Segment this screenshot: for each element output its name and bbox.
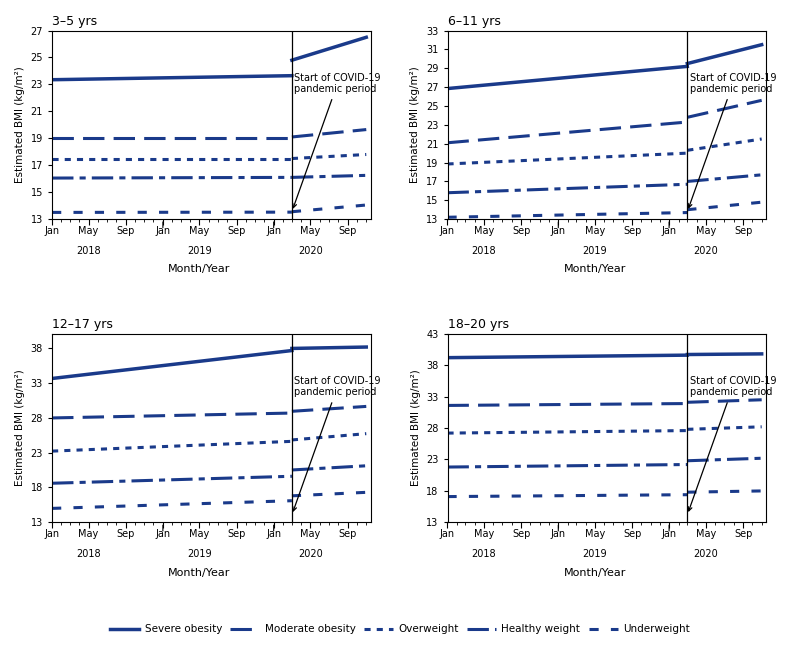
Text: Month/Year: Month/Year <box>168 265 230 274</box>
Text: 2020: 2020 <box>694 246 718 256</box>
Text: 2019: 2019 <box>582 246 607 256</box>
Text: 2019: 2019 <box>582 549 607 559</box>
Text: Month/Year: Month/Year <box>563 567 626 578</box>
Text: Month/Year: Month/Year <box>168 567 230 578</box>
Y-axis label: Estimated BMI (kg/m²): Estimated BMI (kg/m²) <box>410 67 421 183</box>
Text: Start of COVID-19
pandemic period: Start of COVID-19 pandemic period <box>293 72 381 208</box>
Text: 2019: 2019 <box>187 549 212 559</box>
Text: 2018: 2018 <box>76 549 101 559</box>
Text: 12–17 yrs: 12–17 yrs <box>52 318 113 331</box>
Text: Start of COVID-19
pandemic period: Start of COVID-19 pandemic period <box>688 72 776 208</box>
Text: 2020: 2020 <box>694 549 718 559</box>
Text: Month/Year: Month/Year <box>563 265 626 274</box>
Text: 2019: 2019 <box>187 246 212 256</box>
Text: 18–20 yrs: 18–20 yrs <box>447 318 509 331</box>
Y-axis label: Estimated BMI (kg/m²): Estimated BMI (kg/m²) <box>15 67 25 183</box>
Text: 2018: 2018 <box>76 246 101 256</box>
Text: Start of COVID-19
pandemic period: Start of COVID-19 pandemic period <box>688 376 776 511</box>
Y-axis label: Estimated BMI (kg/m²): Estimated BMI (kg/m²) <box>15 369 25 487</box>
Text: Start of COVID-19
pandemic period: Start of COVID-19 pandemic period <box>293 376 381 511</box>
Text: 2018: 2018 <box>472 549 496 559</box>
Text: 2020: 2020 <box>298 549 322 559</box>
Text: 2018: 2018 <box>472 246 496 256</box>
Text: 2020: 2020 <box>298 246 322 256</box>
Legend: Severe obesity, Moderate obesity, Overweight, Healthy weight, Underweight: Severe obesity, Moderate obesity, Overwe… <box>106 620 694 639</box>
Text: 6–11 yrs: 6–11 yrs <box>447 15 500 28</box>
Y-axis label: Estimated BMI (kg/m²): Estimated BMI (kg/m²) <box>410 369 421 487</box>
Text: 3–5 yrs: 3–5 yrs <box>52 15 98 28</box>
